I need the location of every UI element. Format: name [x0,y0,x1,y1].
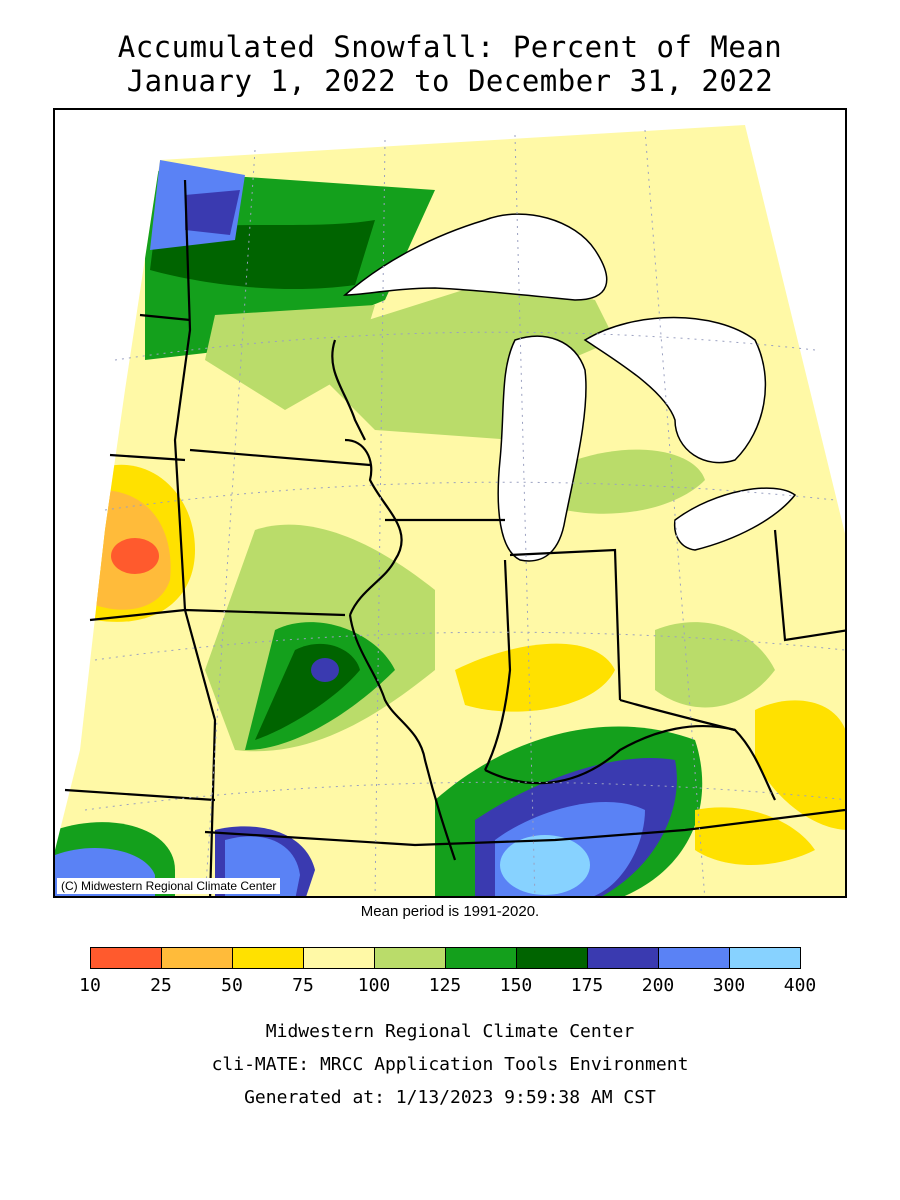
legend-swatch [729,947,801,969]
map-title-line2: January 1, 2022 to December 31, 2022 [126,64,774,98]
legend-tick-label: 100 [357,975,391,996]
snowfall-map: (C) Midwestern Regional Climate Center [53,108,847,898]
legend-tick-label: 25 [150,975,172,996]
legend-tick-label: 125 [428,975,462,996]
legend-swatch [232,947,304,969]
great-lakes [343,213,797,562]
legend-tick-label: 300 [712,975,746,996]
legend-tick-label: 175 [570,975,604,996]
footer-generated: Generated at: 1/13/2023 9:59:38 AM CST [244,1087,656,1108]
legend-tick-label: 50 [221,975,243,996]
state-boundaries [64,179,845,896]
map-title-line1: Accumulated Snowfall: Percent of Mean [117,30,783,64]
legend-tick-label: 75 [292,975,314,996]
mean-period-note: Mean period is 1991-2020. [360,903,540,920]
legend-tick-label: 10 [79,975,101,996]
legend-tick-label: 400 [783,975,817,996]
graticule [84,129,845,896]
legend-tick-label: 200 [641,975,675,996]
legend-swatch [587,947,659,969]
legend-swatch [90,947,162,969]
legend-labels: 10 25 50 75 100 125 150 175 200 300 400 [0,975,900,999]
legend-swatch [161,947,233,969]
color-legend [90,947,801,969]
map-canvas [55,125,845,896]
footer-tool: cli-MATE: MRCC Application Tools Environ… [211,1054,689,1075]
legend-swatch [658,947,730,969]
legend-swatch [303,947,375,969]
copyright-label: (C) Midwestern Regional Climate Center [57,878,281,894]
legend-swatch [374,947,446,969]
legend-tick-label: 150 [499,975,533,996]
legend-swatch [445,947,517,969]
footer-organization: Midwestern Regional Climate Center [265,1021,635,1042]
legend-swatch [516,947,588,969]
